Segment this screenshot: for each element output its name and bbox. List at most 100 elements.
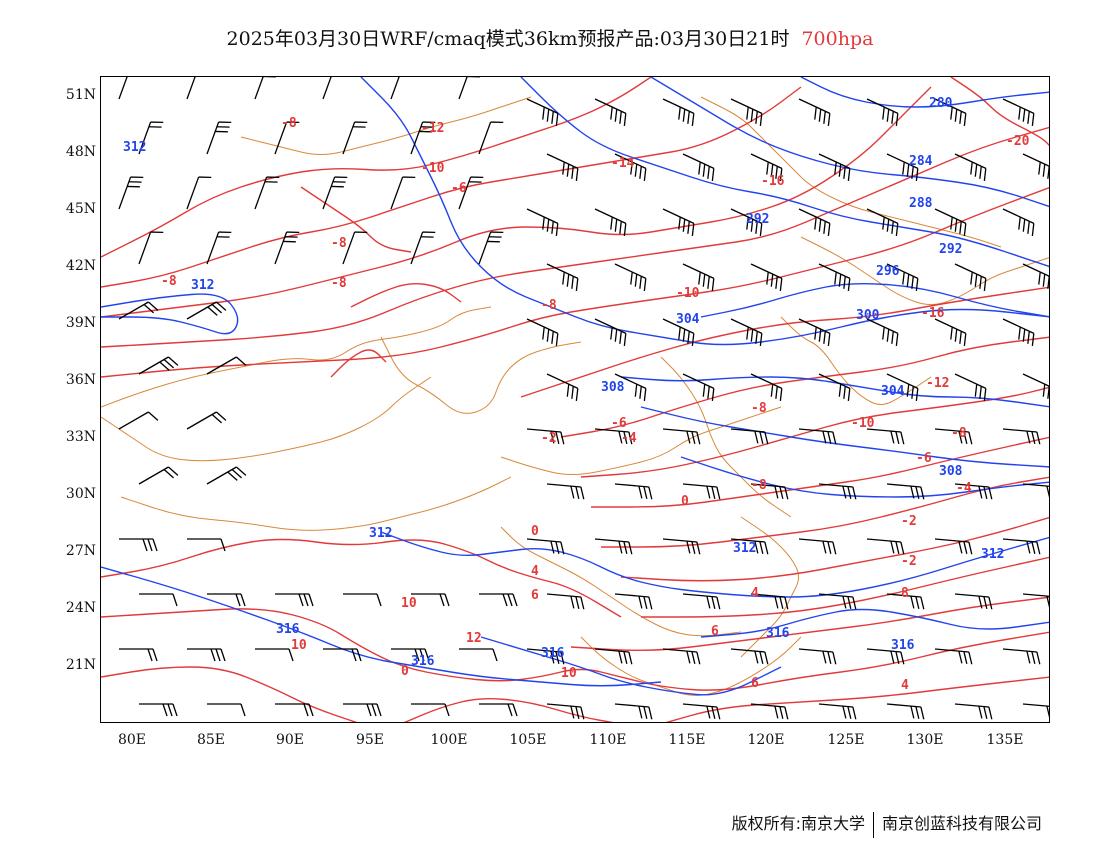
wind-barb-flag	[774, 595, 779, 609]
wind-barb	[1002, 318, 1035, 334]
wind-barb-flag	[288, 648, 294, 662]
wind-barb-flag	[551, 331, 554, 344]
wind-barb-flag	[915, 388, 919, 402]
wind-barb-flag	[978, 705, 983, 719]
wind-barb-flag	[575, 168, 579, 182]
wind-barb-flag	[351, 648, 357, 662]
wind-barb-flag	[546, 219, 550, 232]
wind-barb-flag	[1027, 111, 1030, 124]
geopotential-line	[700, 282, 1049, 318]
isotherm-lines	[101, 77, 1049, 722]
wind-barb-flag	[551, 111, 554, 124]
wind-barb-flag	[755, 111, 758, 124]
wind-barb-flag	[240, 703, 246, 717]
wind-barb-flag	[696, 541, 701, 555]
wind-barb-flag	[959, 221, 962, 234]
wind-barb	[886, 703, 921, 708]
wind-barb-flag	[638, 705, 643, 719]
wind-barb	[662, 428, 697, 433]
wind-barb	[186, 411, 217, 430]
isotherm-line	[601, 476, 1049, 548]
wind-barb	[594, 538, 629, 543]
temperature-contour-label: -8	[751, 478, 767, 493]
wind-barb-flag	[562, 271, 565, 285]
wind-barb-flag	[308, 703, 314, 717]
wind-barb-flag	[886, 109, 890, 122]
wind-barb-flag	[774, 705, 779, 719]
wind-barb-flag	[1031, 333, 1035, 347]
temperature-contour-label: 6	[531, 588, 539, 603]
wind-barb-flag	[963, 333, 967, 347]
wind-barb-flag	[1031, 651, 1036, 664]
wind-barb-flag	[818, 329, 822, 342]
wind-barb-flag	[630, 271, 633, 285]
wind-barb	[254, 176, 268, 210]
wind-barb-flag	[895, 431, 900, 444]
wind-barb-flag	[643, 596, 648, 609]
wind-barb-flag	[706, 595, 711, 609]
wind-barb	[886, 483, 921, 488]
wind-barb-flag	[1018, 106, 1021, 120]
copyright-company: 南京创蓝科技有限公司	[881, 814, 1042, 833]
wind-barb-flag	[570, 485, 575, 499]
wind-barb-flag	[618, 540, 623, 554]
wind-barb-flag	[827, 651, 832, 664]
temperature-contour-label: -10	[851, 416, 875, 431]
boundary-line	[101, 306, 492, 408]
wind-barb-flag	[963, 541, 968, 554]
wind-barb-flag	[827, 541, 832, 554]
height-contour-label: 292	[939, 242, 962, 257]
temperature-contour-label: -10	[676, 286, 700, 301]
wind-barb-flag	[1031, 541, 1036, 554]
lon-tick-label: 110E	[589, 732, 627, 748]
lat-tick-label: 36N	[65, 372, 96, 388]
boundary-line	[660, 356, 792, 518]
wind-barb-flag	[643, 278, 647, 292]
wind-barb-flag	[512, 593, 518, 607]
wind-barb-flag	[507, 593, 513, 607]
wind-barb-flag	[891, 221, 894, 234]
wind-barb	[866, 98, 899, 114]
wind-barb-flag	[682, 219, 686, 232]
wind-barb-flag	[575, 278, 579, 292]
wind-barb-flag	[1018, 216, 1021, 230]
wind-barb-flag	[566, 164, 570, 177]
wind-barb-flag	[168, 356, 179, 366]
boundary-line	[101, 376, 432, 462]
wind-barb	[186, 301, 217, 320]
wind-barb-flag	[619, 221, 622, 234]
wind-barb-flag	[623, 431, 628, 444]
wind-barb	[818, 593, 853, 598]
wind-barb-flag	[832, 431, 837, 445]
wind-barb	[934, 318, 967, 334]
wind-barb-flag	[580, 486, 585, 500]
wind-barb	[138, 231, 152, 265]
wind-barb-flag	[988, 596, 993, 610]
wind-barb-flag	[1046, 705, 1049, 718]
wind-barb-flag	[371, 703, 377, 717]
wind-barb-flag	[555, 333, 559, 347]
wind-barb	[274, 121, 288, 155]
temperature-contour-label: -12	[926, 376, 949, 391]
wind-barb-flag	[550, 430, 555, 444]
wind-barb-flag	[711, 388, 715, 402]
wind-barb-flag	[959, 111, 962, 124]
temperature-contour-label: 0	[401, 664, 409, 679]
wind-barb-flag	[555, 431, 560, 444]
wind-barb-flag	[983, 388, 987, 402]
wind-barb	[342, 231, 356, 265]
temperature-contour-label: -14	[611, 156, 635, 171]
wind-barb-flag	[555, 113, 559, 127]
wind-barb-flag	[784, 486, 789, 500]
wind-barb-flag	[852, 706, 857, 720]
wind-barb-flag	[779, 168, 783, 182]
wind-barb-flag	[227, 471, 238, 481]
wind-barb-flag	[682, 109, 686, 122]
wind-barb	[1022, 483, 1049, 487]
wind-barb-flag	[555, 651, 560, 664]
wind-barb-flag	[1026, 430, 1031, 444]
wind-barb-flag	[954, 219, 958, 232]
wind-barb-flag	[838, 384, 842, 397]
wind-barb-flag	[847, 596, 852, 609]
wind-barb-flag	[915, 706, 920, 719]
